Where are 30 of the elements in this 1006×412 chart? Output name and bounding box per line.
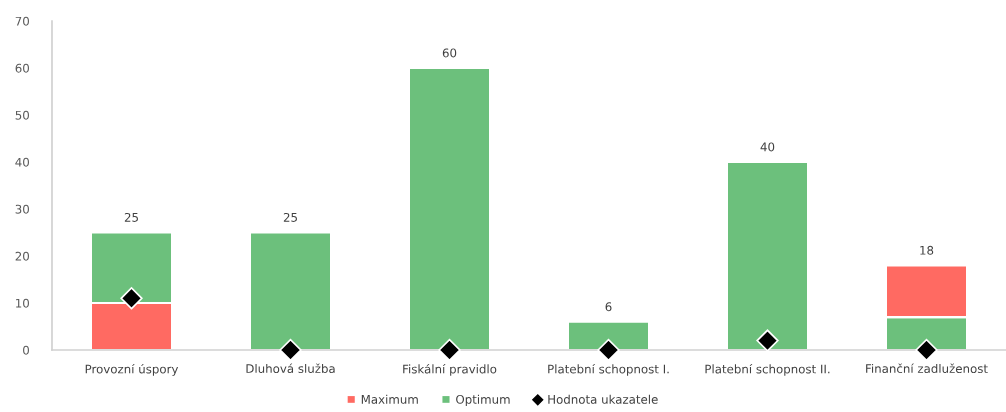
y-tick-label: 60	[15, 63, 29, 73]
legend-label: Maximum	[361, 394, 418, 404]
point	[438, 338, 461, 362]
point	[279, 338, 302, 362]
total-label: 40	[760, 142, 775, 152]
legend-label: Optimum	[456, 394, 510, 407]
x-tick-label: Provozní úspory	[85, 363, 179, 376]
total-label: 25	[283, 212, 297, 222]
y-tick-label: 40	[15, 157, 29, 167]
x-tick-label: Platební schopnost I.	[548, 363, 669, 376]
y-tick-label: 10	[16, 298, 29, 308]
y-tick-label: 70	[15, 16, 29, 26]
x-tick-label: Dluhová služba	[246, 363, 335, 374]
y-tick-label: 30	[15, 204, 29, 214]
bar	[725, 160, 810, 350]
total-label: 6	[605, 302, 612, 312]
point	[597, 338, 620, 362]
y-tick-label: 20	[15, 251, 29, 261]
legend-label: Hodnota ukazatele	[548, 394, 658, 404]
point	[120, 287, 143, 310]
x-tick-label: Platební schopnost II.	[705, 363, 830, 376]
x-tick-label: Fiskální pravidlo	[403, 363, 497, 376]
y-tick-label: 0	[23, 345, 29, 355]
y-tick-label: 50	[15, 110, 29, 120]
total-label: 60	[442, 48, 457, 58]
x-tick-label: Finanční zadluženost	[866, 363, 988, 374]
total-label: 18	[920, 245, 934, 255]
point	[915, 338, 938, 362]
total-label: 25	[124, 212, 138, 222]
point	[756, 329, 779, 352]
